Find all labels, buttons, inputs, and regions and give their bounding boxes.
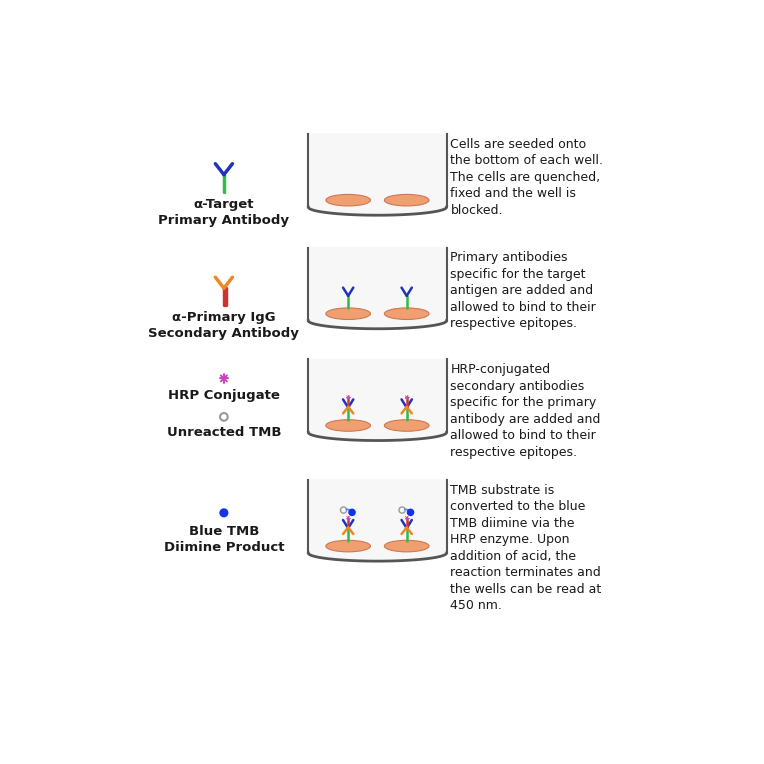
Polygon shape — [309, 134, 446, 215]
Polygon shape — [309, 480, 446, 561]
Polygon shape — [309, 359, 446, 441]
Text: TMB substrate is
converted to the blue
TMB diimine via the
HRP enzyme. Upon
addi: TMB substrate is converted to the blue T… — [451, 484, 601, 612]
Text: α-Primary IgG
Secondary Antibody: α-Primary IgG Secondary Antibody — [148, 311, 299, 340]
Text: HRP Conjugate: HRP Conjugate — [168, 389, 280, 402]
Circle shape — [220, 509, 228, 516]
Text: Unreacted TMB: Unreacted TMB — [167, 426, 281, 439]
Ellipse shape — [384, 194, 429, 206]
Text: HRP-conjugated
secondary antibodies
specific for the primary
antibody are added : HRP-conjugated secondary antibodies spec… — [451, 363, 601, 458]
Text: Blue TMB
Diimine Product: Blue TMB Diimine Product — [163, 525, 284, 554]
Text: α-Target
Primary Antibody: α-Target Primary Antibody — [158, 198, 290, 227]
Ellipse shape — [325, 308, 371, 319]
Circle shape — [407, 510, 413, 516]
Ellipse shape — [325, 540, 371, 552]
Text: Cells are seeded onto
the bottom of each well.
The cells are quenched,
fixed and: Cells are seeded onto the bottom of each… — [451, 138, 604, 217]
Ellipse shape — [384, 419, 429, 431]
Ellipse shape — [384, 540, 429, 552]
Ellipse shape — [384, 308, 429, 319]
Ellipse shape — [325, 194, 371, 206]
Text: Primary antibodies
specific for the target
antigen are added and
allowed to bind: Primary antibodies specific for the targ… — [451, 251, 596, 330]
Ellipse shape — [325, 419, 371, 431]
Polygon shape — [309, 248, 446, 329]
Circle shape — [349, 510, 355, 516]
